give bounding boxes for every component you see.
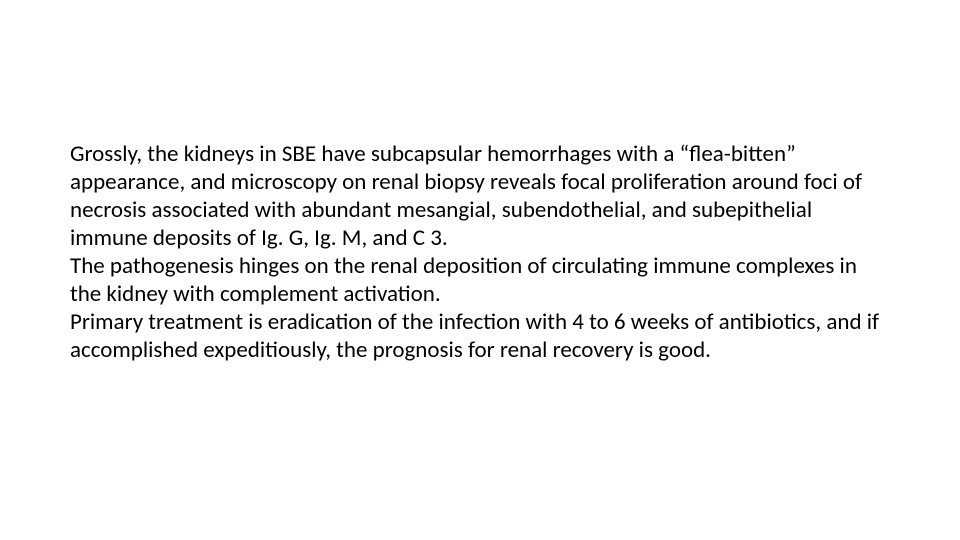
slide-body: Grossly, the kidneys in SBE have subcaps…	[0, 0, 960, 540]
paragraph-2: The pathogenesis hinges on the renal dep…	[70, 252, 890, 308]
paragraph-3: Primary treatment is eradication of the …	[70, 308, 890, 364]
paragraph-1: Grossly, the kidneys in SBE have subcaps…	[70, 140, 890, 252]
